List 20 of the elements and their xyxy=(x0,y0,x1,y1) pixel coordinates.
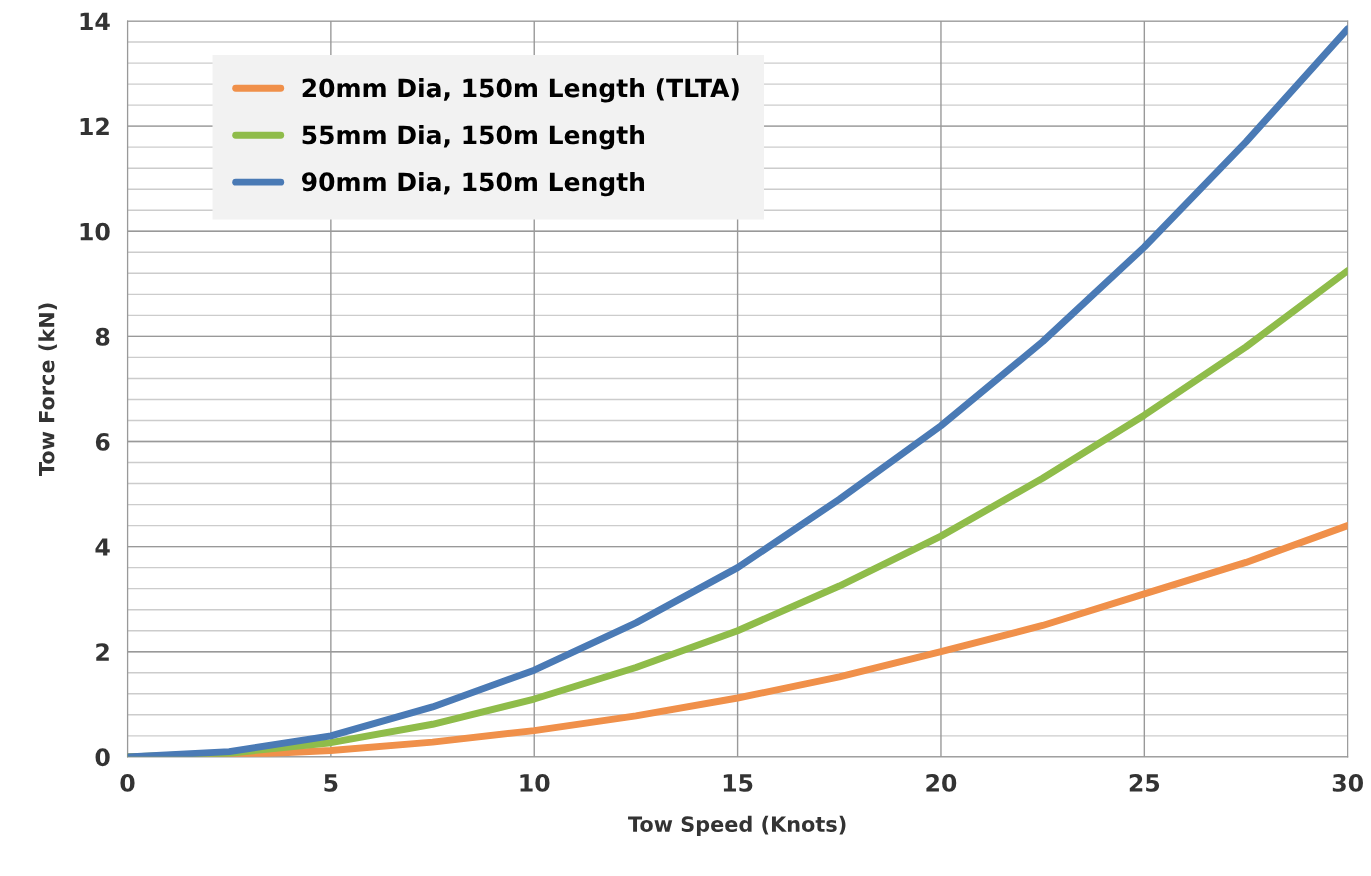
x-tick-label: 5 xyxy=(324,774,338,792)
x-tick-label: 15 xyxy=(723,774,753,792)
y-tick-label: 6 xyxy=(95,432,110,451)
y-axis-title: Tow Force (kN) xyxy=(38,303,57,476)
x-tick-label: 0 xyxy=(120,773,135,792)
y-tick-label: 8 xyxy=(95,327,110,346)
x-tick-label: 25 xyxy=(1129,773,1160,792)
legend-label: 90mm Dia, 150m Length xyxy=(302,171,645,197)
x-tick-label: 20 xyxy=(926,773,957,792)
legend-label: 20mm Dia, 150m Length (TLTA) xyxy=(302,78,739,103)
x-tick-label: 10 xyxy=(520,773,550,792)
y-tick-label: 10 xyxy=(80,222,110,241)
x-tick-label: 30 xyxy=(1332,773,1363,792)
y-tick-label: 0 xyxy=(95,748,110,767)
y-tick-label: 14 xyxy=(80,12,110,30)
y-tick-label: 12 xyxy=(80,117,109,136)
y-tick-label: 2 xyxy=(96,643,109,661)
legend-label: 55mm Dia, 150m Length xyxy=(302,124,645,150)
y-tick-label: 4 xyxy=(95,538,110,556)
x-axis-title: Tow Speed (Knots) xyxy=(628,815,846,836)
